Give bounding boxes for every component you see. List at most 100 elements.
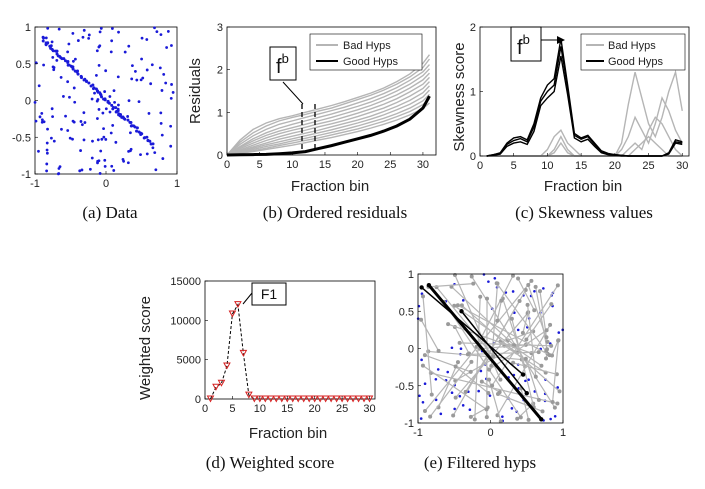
panel-c-legend: Bad Hyps Good Hyps — [580, 33, 686, 71]
panel-a-point — [97, 63, 101, 67]
panel-d-marker — [288, 395, 297, 403]
panel-e-point — [557, 331, 561, 334]
panel-a-xtick-label: 0 — [103, 178, 109, 190]
panel-e-hyp-endpoint — [548, 322, 553, 327]
panel-e-ytick-label: 1 — [408, 269, 414, 281]
panel-e-point — [510, 407, 514, 410]
panel-a-point — [93, 91, 96, 95]
panel-d-marker — [266, 395, 275, 403]
panel-d-xtick-label: 10 — [254, 403, 266, 415]
panel-a-point — [72, 120, 76, 124]
panel-e-good-endpoint — [426, 282, 432, 288]
panel-e-hyp-endpoint — [526, 417, 531, 422]
panel-e-point — [527, 378, 530, 381]
panel-b-caption: (b) Ordered residuals — [263, 203, 407, 222]
panel-e-point — [421, 400, 425, 404]
panel-e-hyp-endpoint — [516, 276, 521, 281]
panel-e-bad-hyp — [507, 330, 534, 341]
panel-a-point — [169, 144, 173, 148]
panel-e-hyp-endpoint — [453, 395, 458, 400]
panel-a-data: -1 0 1 1 0.5 0 -0.5 -1 (a) Data — [12, 22, 180, 222]
panel-a-inlier-point — [49, 44, 53, 48]
panel-a-inlier-point — [42, 36, 46, 40]
panel-a-point — [51, 115, 54, 119]
panel-e-hyp-endpoint — [536, 397, 541, 402]
panel-b-xtick-label: 5 — [257, 159, 263, 171]
panel-a-point — [160, 133, 164, 137]
panel-b-fb-arrow — [282, 81, 304, 105]
panel-a-inlier-point — [66, 60, 70, 64]
panel-c-ylabel: Skewness score — [451, 42, 468, 151]
panel-a-inlier-point — [133, 125, 137, 129]
panel-a-point — [98, 30, 102, 34]
panel-e-good-endpoint — [524, 391, 529, 396]
panel-a-point — [66, 129, 70, 132]
panel-a-point — [51, 55, 55, 59]
panel-a-point — [40, 111, 44, 115]
panel-a-point — [145, 152, 149, 156]
panel-e-ytick-label: -1 — [404, 418, 414, 430]
panel-e-hyp-endpoint — [479, 379, 484, 384]
panel-e-bad-hyp — [496, 324, 551, 416]
panel-a-point — [73, 100, 77, 104]
panel-a-point — [153, 26, 156, 30]
panel-e-point — [513, 311, 516, 315]
panel-a-point — [37, 149, 40, 153]
panel-a-point — [145, 38, 149, 41]
panel-a-point — [79, 120, 83, 123]
panel-e-point — [434, 378, 438, 381]
panel-e-bad-hyp — [496, 282, 547, 352]
panel-a-inlier-point — [116, 109, 120, 113]
panel-a-inlier-point — [79, 76, 83, 80]
panel-b-good-line — [226, 95, 431, 157]
panel-e-point — [487, 280, 490, 283]
panel-b-ytick-label: 0 — [217, 150, 223, 162]
panel-d-xtick-label: 15 — [281, 403, 293, 415]
panel-e-point — [459, 347, 463, 351]
panel-a-point — [100, 137, 104, 141]
panel-a-point — [134, 70, 137, 73]
panel-d-marker — [332, 395, 341, 403]
panel-e-bad-hyp — [437, 361, 459, 408]
panel-a-point — [102, 135, 106, 139]
panel-a-point — [45, 141, 49, 145]
panel-e-good-endpoint — [520, 372, 526, 377]
panel-d-marker — [212, 383, 220, 391]
panel-c-xtick-label: 30 — [676, 160, 688, 172]
panel-e-hyp-endpoint — [511, 360, 516, 365]
panel-a-point — [50, 107, 54, 111]
panel-a-ytick-label: 0 — [25, 96, 31, 108]
panel-a-point — [110, 39, 114, 43]
panel-e-bad-hyp — [491, 285, 559, 386]
panel-e-hyp-endpoint — [453, 364, 458, 369]
panel-e-hyp-endpoint — [544, 335, 549, 340]
panel-a-point — [147, 112, 151, 115]
panel-a-inlier-point — [46, 41, 50, 45]
panel-e-bad-hyp — [551, 340, 560, 403]
panel-e-caption: (e) Filtered hyps — [424, 453, 536, 472]
panel-e-hyp-endpoint — [494, 281, 499, 286]
panel-e-hyp-endpoint — [457, 340, 462, 345]
panel-d-marker — [294, 395, 303, 403]
panel-a-point — [42, 63, 46, 67]
panel-d-ytick-label: 15000 — [170, 276, 201, 288]
panel-e-point — [436, 368, 440, 371]
panel-e-bad-hyp — [525, 303, 552, 340]
panel-a-xtick-label: -1 — [30, 178, 40, 190]
panel-a-point — [110, 164, 114, 168]
panel-a-inlier-point — [129, 124, 133, 128]
panel-b-fb-label: fb — [276, 51, 289, 78]
panel-a-point — [97, 108, 101, 111]
panel-e-xtick-label: -1 — [413, 427, 423, 439]
panel-a-inlier-point — [135, 129, 139, 133]
panel-b-xtick-label: 10 — [286, 159, 298, 171]
panel-e-hyp-endpoint — [484, 407, 489, 412]
panel-e-bad-hyp — [467, 351, 539, 356]
panel-a-inlier-point — [76, 72, 80, 76]
panel-a-inlier-point — [55, 49, 59, 53]
panel-a-inlier-point — [100, 95, 104, 99]
panel-a-inlier-point — [114, 106, 118, 110]
panel-e-point — [419, 417, 423, 420]
panel-a-inlier-point — [71, 65, 75, 69]
panel-a-point — [135, 78, 139, 82]
